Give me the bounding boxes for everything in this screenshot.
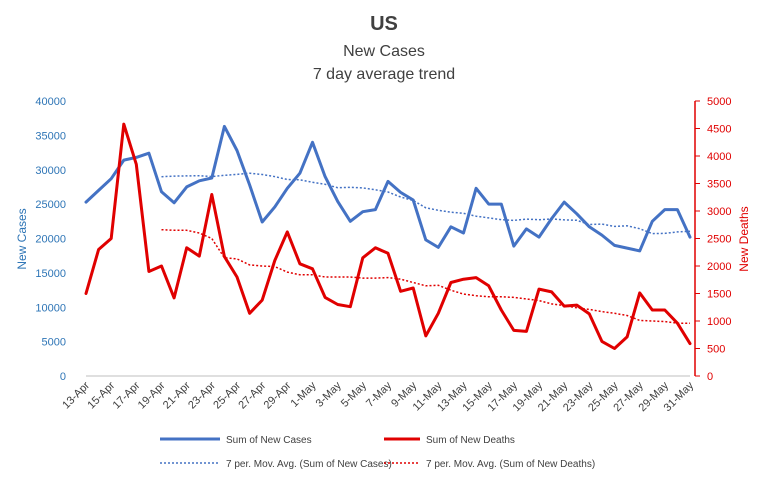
series-line-1: [84, 122, 692, 350]
series-layer: [84, 122, 692, 350]
legend-label: Sum of New Cases: [226, 435, 312, 446]
y-left-tick-label: 35000: [35, 130, 66, 142]
y-right-tick-label: 0: [707, 371, 713, 383]
x-tick-label: 15-Apr: [85, 379, 117, 411]
y-left-tick-label: 40000: [35, 96, 66, 108]
y-left-tick-label: 30000: [35, 165, 66, 177]
y-left-tick-label: 25000: [35, 199, 66, 211]
legend-label: Sum of New Deaths: [426, 435, 515, 446]
y-right-tick-label: 3000: [707, 206, 731, 218]
y-axis-right-label: New Deaths: [737, 206, 751, 271]
chart-subtitle-1: New Cases: [343, 43, 425, 60]
y-right-tick-label: 4500: [707, 124, 731, 136]
y-right-tick-label: 5000: [707, 96, 731, 108]
x-tick-label: 19-Apr: [136, 379, 168, 411]
x-tick-label: 5-May: [339, 379, 369, 409]
x-tick-label: 29-Apr: [262, 379, 294, 411]
x-tick-label: 25-Apr: [211, 379, 243, 411]
y-right-tick-label: 2500: [707, 234, 731, 246]
x-tick-label: 21-Apr: [161, 379, 193, 411]
x-tick-label: 3-May: [314, 379, 344, 409]
x-axis: 13-Apr15-Apr17-Apr19-Apr21-Apr23-Apr25-A…: [60, 375, 696, 414]
y-right-tick-label: 500: [707, 344, 725, 356]
y-right-tick-label: 1500: [707, 289, 731, 301]
chart-title: US: [370, 13, 398, 35]
y-left-tick-label: 0: [60, 371, 66, 383]
x-tick-label: 17-Apr: [111, 379, 143, 411]
chart-subtitle-2: 7 day average trend: [313, 66, 455, 83]
y-axis-left-label: New Cases: [15, 208, 29, 269]
x-tick-label: 13-Apr: [60, 379, 92, 411]
legend-label: 7 per. Mov. Avg. (Sum of New Deaths): [426, 459, 595, 470]
series-line-2: [161, 172, 691, 235]
x-tick-label: 7-May: [364, 379, 394, 409]
x-tick-label: 27-Apr: [236, 379, 268, 411]
x-tick-label: 23-Apr: [186, 379, 218, 411]
y-right-tick-label: 2000: [707, 261, 731, 273]
y-axis-right: 0 500 1000 1500 2000 2500 3000 3500 4000 4500 5000: [694, 96, 731, 383]
y-right-tick-label: 3500: [707, 179, 731, 191]
y-right-tick-label: 1000: [707, 316, 731, 328]
legend-label: 7 per. Mov. Avg. (Sum of New Cases): [226, 459, 392, 470]
legend: Sum of New Cases Sum of New Deaths 7 per. …: [160, 435, 595, 470]
y-left-tick-label: 5000: [42, 337, 66, 349]
series-line-0: [84, 124, 692, 253]
y-left-tick-label: 10000: [35, 302, 66, 314]
y-right-tick-label: 4000: [707, 151, 731, 163]
y-left-tick-label: 15000: [35, 268, 66, 280]
y-left-tick-label: 20000: [35, 234, 66, 246]
y-axis-left: 0 5000 10000 15000 20000 25000 30000 35000 40000: [35, 96, 66, 383]
x-tick-label: 1-May: [289, 379, 319, 409]
